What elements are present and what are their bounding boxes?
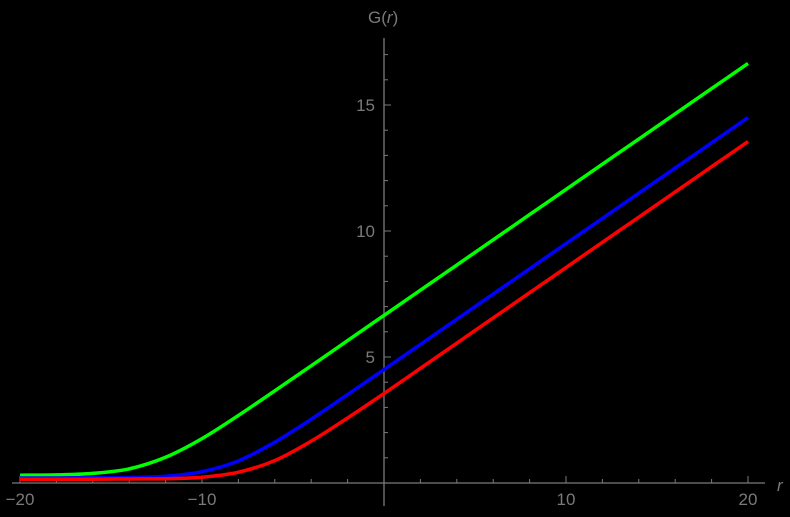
y-tick-label: 5	[366, 348, 375, 367]
y-axis-label: G(r)	[368, 8, 398, 27]
y-tick-label: 10	[356, 222, 375, 241]
curves	[19, 61, 749, 481]
x-axis-label: r	[777, 476, 784, 495]
x-tick-label: −10	[188, 490, 217, 509]
y-tick-label: 15	[356, 96, 375, 115]
axes	[12, 38, 765, 506]
series-red-line	[19, 140, 749, 481]
x-tick-label: 20	[739, 490, 758, 509]
x-tick-label: −20	[6, 490, 35, 509]
series-green-line	[19, 61, 749, 477]
tick-labels: −20 −10 10 20 5 10 15	[6, 96, 758, 509]
x-tick-label: 10	[557, 490, 576, 509]
